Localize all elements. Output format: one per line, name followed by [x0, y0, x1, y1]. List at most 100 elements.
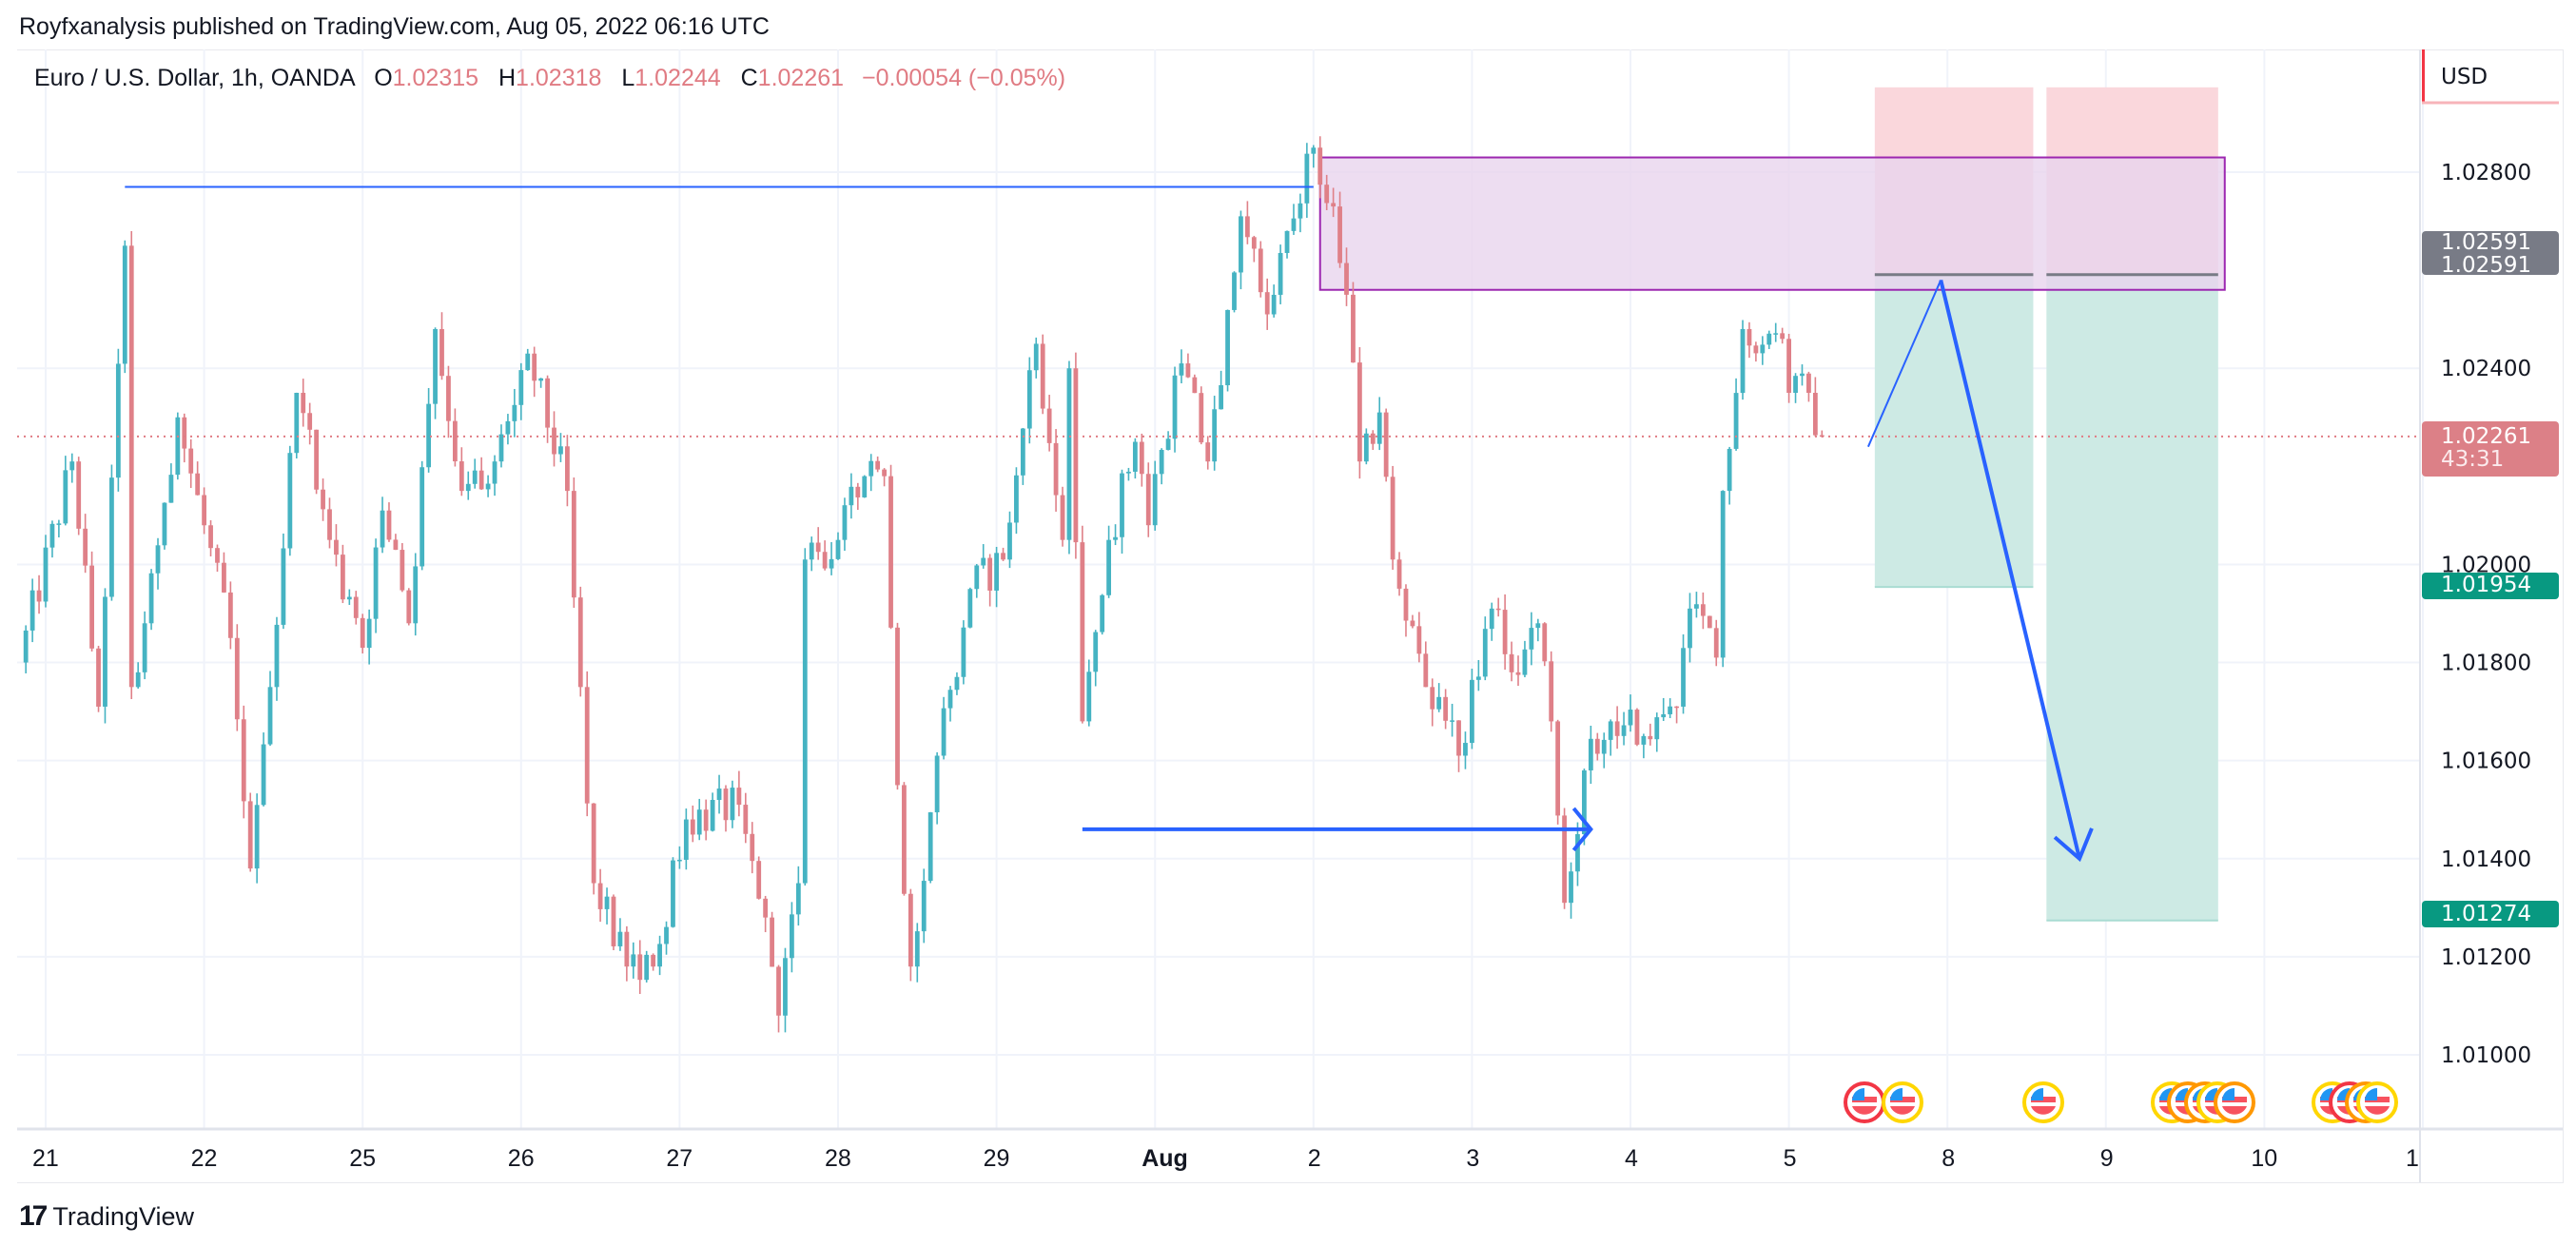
- candle-up: [1569, 871, 1573, 904]
- candle-up: [961, 627, 966, 677]
- candle-up: [1766, 333, 1772, 345]
- candle-down: [128, 245, 134, 688]
- candle-up: [168, 475, 174, 503]
- candle-up: [1232, 272, 1237, 310]
- price-badge: [2422, 901, 2559, 927]
- candle-up: [1304, 153, 1310, 204]
- candle-down: [307, 413, 313, 430]
- candle-up: [604, 896, 610, 909]
- candle-up: [380, 510, 385, 548]
- candle-down: [452, 420, 458, 462]
- candle-up: [1126, 471, 1131, 474]
- price-tick-label: 1.01200: [2441, 945, 2531, 970]
- price-badge-label: 1.02591: [2441, 253, 2531, 278]
- flag-stripe: [2031, 1106, 2056, 1115]
- candle-down: [1337, 206, 1342, 263]
- candle-up: [1740, 328, 1746, 394]
- candle-up: [1165, 438, 1171, 450]
- symbol-legend: Euro / U.S. Dollar, 1h, OANDA O1.02315 H…: [34, 65, 1065, 92]
- candle-up: [862, 476, 868, 497]
- candle-down: [400, 550, 405, 591]
- candle-up: [29, 590, 35, 631]
- candle-down: [1753, 345, 1759, 354]
- candle-down: [188, 448, 194, 474]
- candle-up: [525, 353, 531, 371]
- us-flag-icon[interactable]: [1882, 1081, 1923, 1123]
- candle-down: [1456, 720, 1461, 756]
- candle-down: [1410, 620, 1415, 627]
- time-tick-label: 4: [1625, 1145, 1638, 1172]
- candle-up: [465, 483, 471, 492]
- candle-up: [426, 403, 432, 468]
- candle-down: [987, 557, 993, 591]
- us-flag-icon[interactable]: [2022, 1081, 2064, 1123]
- currency-label[interactable]: USD: [2441, 65, 2488, 89]
- candle-up: [974, 565, 980, 590]
- candle-down: [76, 461, 82, 529]
- price-axis[interactable]: USD 1.028001.024001.020001.018001.016001…: [2419, 49, 2559, 1182]
- candle-up: [947, 690, 953, 709]
- candle-down: [1370, 433, 1376, 444]
- time-tick-label: 9: [2100, 1145, 2114, 1172]
- candle-up: [56, 523, 62, 525]
- short-position-target-zone: [1874, 274, 2034, 588]
- symbol-name[interactable]: Euro / U.S. Dollar, 1h, OANDA: [34, 65, 355, 91]
- candle-down: [1396, 559, 1402, 589]
- candle-down: [1700, 604, 1706, 616]
- price-badge: [2422, 421, 2559, 477]
- price-tick-label: 1.02800: [2441, 161, 2531, 185]
- candle-down: [1594, 738, 1600, 754]
- candle-down: [545, 378, 550, 428]
- candle-up: [142, 623, 147, 672]
- candle-down: [1495, 608, 1501, 611]
- candle-up: [1436, 696, 1442, 710]
- tradingview-brand: TradingView: [52, 1201, 194, 1231]
- published-caption: Royfxanalysis published on TradingView.c…: [19, 13, 770, 40]
- us-flag-icon[interactable]: [2214, 1081, 2255, 1123]
- candle-up: [809, 542, 814, 560]
- candle-up: [69, 461, 75, 471]
- time-tick-label: 5: [1784, 1145, 1797, 1172]
- candle-up: [1311, 147, 1317, 154]
- candle-up: [1463, 743, 1468, 756]
- candle-down: [1403, 588, 1409, 621]
- candle-down: [1423, 653, 1429, 688]
- candle-up: [1212, 409, 1218, 462]
- candle-up: [1159, 449, 1164, 475]
- candle-up: [954, 676, 960, 691]
- candle-down: [1443, 696, 1449, 721]
- candle-up: [373, 547, 379, 619]
- candle-up: [1007, 522, 1012, 560]
- time-axis[interactable]: 21 22 25 26 27 28 29 Aug 2 3 4 5 8 9 10 1: [17, 1127, 2563, 1172]
- candle-down: [1080, 542, 1085, 722]
- time-tick-label: 10: [2251, 1145, 2277, 1172]
- candle-down: [393, 539, 399, 551]
- economic-events: [1844, 1081, 2398, 1123]
- time-tick-label: 21: [32, 1145, 59, 1172]
- arrow-head-icon: [1571, 807, 1593, 852]
- candle-down: [1614, 721, 1620, 736]
- candle-up: [558, 446, 563, 455]
- time-tick-label: 3: [1466, 1145, 1479, 1172]
- candle-up: [657, 944, 662, 967]
- currency-marker: [2422, 49, 2425, 103]
- candle-up: [155, 545, 161, 574]
- us-flag-icon[interactable]: [1844, 1081, 1885, 1123]
- candle-down: [1812, 392, 1818, 436]
- short-position-target-zone: [2046, 274, 2218, 921]
- candle-down: [822, 552, 828, 569]
- candle-down: [895, 627, 900, 786]
- candle-up: [1271, 294, 1277, 315]
- us-flag-icon[interactable]: [2356, 1081, 2398, 1123]
- time-tick-label: 8: [1942, 1145, 1955, 1172]
- candle-down: [1139, 441, 1144, 475]
- tradingview-logo[interactable]: 17 TradingView: [19, 1200, 194, 1233]
- candle-up: [1172, 375, 1178, 439]
- flag-stripe: [1852, 1106, 1877, 1115]
- candle-up: [1601, 739, 1607, 754]
- candle-down: [195, 473, 201, 496]
- time-tick-label: 25: [349, 1145, 376, 1172]
- candle-down: [703, 809, 709, 831]
- candle-up: [1376, 412, 1382, 444]
